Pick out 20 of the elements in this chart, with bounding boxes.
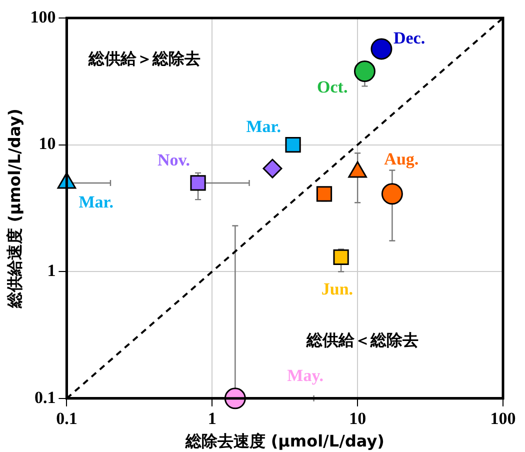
x-tick-label: 10 — [349, 408, 366, 428]
series-label: Mar. — [246, 117, 282, 136]
x-tick-label: 1 — [208, 408, 216, 428]
x-tick-label: 0.1 — [56, 408, 78, 428]
series-label: Nov. — [157, 150, 190, 170]
series-label: Dec. — [393, 28, 426, 48]
y-tick-label: 10 — [38, 134, 56, 154]
series-label: Aug. — [384, 149, 419, 168]
annotation: 総供給＞総除去 — [88, 49, 201, 68]
y-axis-title: 総供給速度 (µmol/L/day) — [4, 108, 24, 309]
y-tick-label: 0.1 — [34, 388, 56, 407]
x-axis-title: 総除去速度 (µmol/L/day) — [184, 432, 384, 451]
series-label: Oct. — [317, 78, 348, 97]
series-label: Jun. — [321, 280, 354, 299]
y-tick-label: 1 — [47, 260, 56, 280]
annotation: 総供給＜総除去 — [306, 330, 419, 350]
text: May. — [287, 366, 324, 385]
y-tick-label: 100 — [30, 7, 56, 26]
series-label: Mar. — [78, 192, 114, 212]
x-tick-label: 100 — [490, 408, 516, 428]
